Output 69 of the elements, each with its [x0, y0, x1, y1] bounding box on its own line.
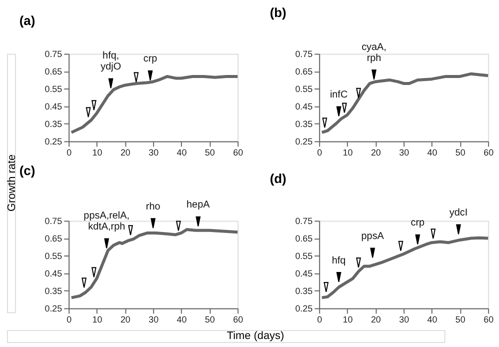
x-tick-label: 40: [176, 314, 187, 325]
y-tick-label: 0.55: [295, 84, 313, 94]
x-tick-label: 60: [233, 148, 244, 158]
x-tick-label: 0: [66, 314, 72, 325]
x-tick-label: 60: [484, 148, 494, 158]
chart-title: (b): [270, 5, 286, 20]
chart-title: (d): [270, 170, 286, 186]
x-axis-title: Time (days): [226, 330, 284, 342]
x-tick-label: 50: [455, 148, 466, 158]
y-tick-label: 0.25: [295, 304, 313, 314]
x-tick-label: 20: [370, 148, 381, 158]
annotation: crp: [143, 54, 158, 65]
x-tick-label: 30: [148, 148, 159, 158]
chart-title: (c): [19, 162, 36, 178]
x-tick-label: 0: [317, 314, 322, 325]
x-tick-label: 20: [370, 314, 381, 325]
annotation: ydcI: [449, 208, 468, 219]
x-tick-label: 30: [399, 148, 410, 158]
annotation: ppsA: [361, 230, 384, 242]
y-tick-label: 0.35: [44, 286, 62, 296]
x-tick-label: 30: [399, 314, 410, 325]
y-tick-label: 0.35: [295, 286, 313, 296]
x-tick-label: 30: [148, 314, 159, 325]
x-tick-label: 40: [427, 314, 438, 325]
annotation: infC: [330, 90, 348, 101]
y-tick-label: 0.65: [295, 66, 313, 77]
y-axis-title: Growth rate: [6, 154, 18, 212]
x-tick-label: 0: [66, 148, 72, 158]
y-tick-label: 0.75: [44, 216, 62, 226]
y-tick-label: 0.45: [44, 102, 62, 112]
annotation: rho: [146, 201, 161, 212]
y-tick-label: 0.55: [44, 251, 62, 262]
x-tick-label: 40: [176, 148, 187, 158]
x-tick-label: 0: [317, 148, 322, 158]
y-tick-label: 0.35: [44, 119, 62, 130]
y-tick-label: 0.55: [295, 251, 313, 262]
x-tick-label: 10: [342, 148, 353, 158]
y-tick-label: 0.65: [295, 234, 313, 244]
y-tick-label: 0.45: [44, 268, 62, 279]
annotation: ppsA,relA, kdtA,rph: [84, 210, 130, 233]
annotation: hfq: [332, 255, 346, 266]
x-tick-label: 10: [92, 314, 102, 325]
x-tick-label: 20: [120, 314, 130, 325]
y-tick-label: 0.45: [295, 102, 313, 112]
y-tick-label: 0.45: [295, 268, 313, 279]
annotation: hfq, ydjO: [100, 50, 122, 73]
y-tick-label: 0.25: [44, 136, 62, 147]
y-tick-label: 0.65: [44, 234, 62, 244]
y-tick-label: 0.75: [44, 49, 62, 60]
y-tick-label: 0.65: [44, 66, 62, 77]
x-tick-label: 50: [204, 148, 215, 158]
x-tick-label: 20: [120, 148, 130, 158]
y-tick-label: 0.75: [295, 216, 313, 226]
y-tick-label: 0.25: [295, 136, 313, 147]
y-tick-label: 0.25: [44, 304, 62, 314]
x-tick-label: 50: [204, 314, 215, 325]
x-tick-label: 10: [92, 148, 102, 158]
x-tick-label: 10: [342, 314, 353, 325]
annotation: crp: [410, 218, 426, 229]
chart-title: (a): [19, 12, 36, 28]
x-tick-label: 60: [233, 314, 244, 325]
x-tick-label: 40: [427, 148, 438, 158]
annotation: hepA: [186, 200, 210, 211]
y-tick-label: 0.75: [295, 49, 313, 60]
x-tick-label: 60: [484, 314, 494, 325]
annotation: cyaA, rph: [362, 42, 386, 64]
y-tick-label: 0.55: [44, 84, 62, 94]
x-tick-label: 50: [455, 314, 466, 325]
y-tick-label: 0.35: [295, 119, 313, 130]
